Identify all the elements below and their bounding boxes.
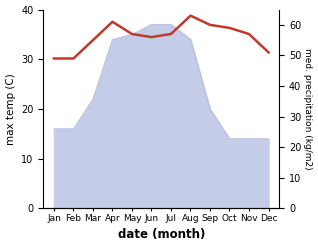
Y-axis label: max temp (C): max temp (C) [5,73,16,145]
X-axis label: date (month): date (month) [118,228,205,242]
Y-axis label: med. precipitation (kg/m2): med. precipitation (kg/m2) [303,48,313,170]
